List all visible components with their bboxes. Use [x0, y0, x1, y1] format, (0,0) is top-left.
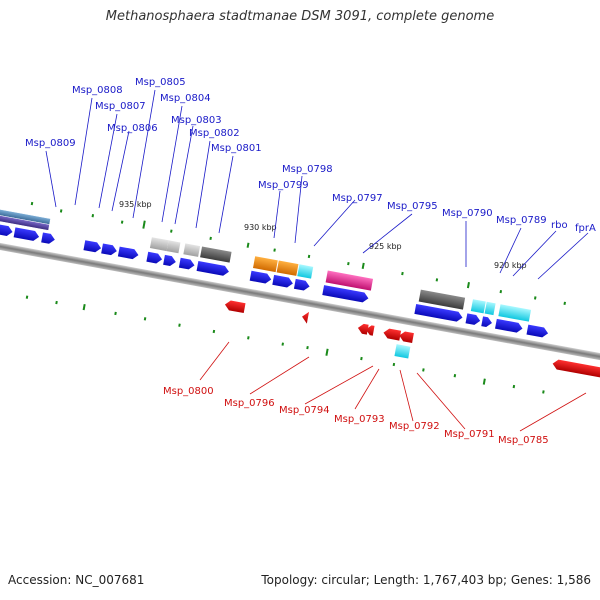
- gene-label: Msp_0797: [332, 193, 383, 204]
- gene-arrow: [414, 304, 463, 322]
- feature-bar: [149, 237, 169, 252]
- gene-arrow-reverse: [365, 325, 375, 336]
- gene-label: Msp_0795: [387, 201, 438, 212]
- gene-arrow: [146, 251, 163, 264]
- gene-arrow-reverse: [357, 323, 369, 335]
- gene-arrow: [481, 316, 492, 328]
- gene-label: rbo: [551, 220, 568, 231]
- gene-arrow: [322, 285, 369, 303]
- gene-label: Msp_0801: [211, 143, 262, 154]
- gene-arrow: [117, 246, 139, 260]
- upper-gene-labels: Msp_0809 Msp_0808 Msp_0807 Msp_0806 Msp_…: [25, 77, 596, 234]
- gene-arrow: [0, 222, 13, 237]
- gene-arrow: [13, 227, 40, 241]
- gene-label: Msp_0803: [171, 115, 222, 126]
- gene-label: Msp_0793: [334, 414, 385, 425]
- gene-arrow: [83, 240, 102, 253]
- gene-arrow: [272, 274, 293, 288]
- gene-arrow-reverse: [302, 311, 310, 324]
- feature-bar: [394, 344, 411, 359]
- gene-label: Msp_0794: [279, 405, 330, 416]
- feature-bar: [253, 256, 278, 273]
- upper-leader-lines: [45, 89, 589, 280]
- feature-bar: [418, 289, 466, 310]
- gene-arrow: [178, 257, 195, 270]
- lower-features: [25, 295, 600, 394]
- lower-gene-labels: Msp_0800 Msp_0796 Msp_0794 Msp_0793 Msp_…: [163, 386, 549, 446]
- gene-arrow: [526, 324, 549, 338]
- gene-label: Msp_0789: [496, 215, 547, 226]
- gene-label: Msp_0807: [95, 101, 146, 112]
- feature-bar: [200, 246, 232, 263]
- gene-label: Msp_0808: [72, 85, 123, 96]
- reverse-genes: [224, 300, 600, 380]
- lower-leader-lines: [199, 341, 587, 432]
- scale-label: 930 kbp: [244, 223, 277, 232]
- gene-arrow: [495, 318, 523, 333]
- gene-arrow: [465, 313, 481, 325]
- genome-title: Methanosphaera stadtmanae DSM 3091, comp…: [105, 9, 495, 24]
- genome-stats: Topology: circular; Length: 1,767,403 bp…: [261, 573, 591, 587]
- upper-features: [0, 201, 566, 338]
- feature-bar: [325, 270, 374, 291]
- gene-label: Msp_0785: [498, 435, 549, 446]
- gene-label: Msp_0806: [107, 123, 158, 134]
- gene-label: Msp_0799: [258, 180, 309, 191]
- gene-arrow: [101, 243, 117, 256]
- gene-arrow: [196, 261, 229, 276]
- feature-bar: [0, 209, 50, 231]
- gene-label: fprA: [575, 223, 596, 234]
- feature-bar: [498, 304, 532, 322]
- gene-arrow-reverse: [383, 328, 402, 341]
- gene-arrow: [163, 254, 176, 266]
- feature-bar: [470, 299, 486, 314]
- gene-label: Msp_0804: [160, 93, 211, 104]
- gene-label: Msp_0802: [189, 128, 240, 139]
- gene-arrow: [249, 270, 272, 284]
- gene-label: Msp_0796: [224, 398, 275, 409]
- gene-label: Msp_0791: [444, 429, 495, 440]
- gene-label: Msp_0800: [163, 386, 214, 397]
- gene-label: Msp_0809: [25, 138, 76, 149]
- scale-label: 920 kbp: [494, 261, 527, 270]
- scale-label: 925 kbp: [369, 242, 402, 251]
- gene-arrow-reverse: [224, 300, 246, 314]
- accession-label: Accession: NC_007681: [8, 573, 145, 587]
- gene-label: Msp_0792: [389, 421, 440, 432]
- feature-bar: [276, 260, 299, 276]
- lower-ticks: [25, 295, 545, 394]
- gene-label: Msp_0798: [282, 164, 333, 175]
- feature-bar: [183, 243, 201, 257]
- feature-bar: [484, 301, 496, 316]
- gene-arrow-reverse: [399, 331, 414, 343]
- gene-arrow-reverse: [552, 359, 600, 380]
- gene-arrow: [293, 278, 310, 291]
- upper-ticks: [30, 201, 566, 306]
- gene-label: Msp_0805: [135, 77, 186, 88]
- gene-arrow: [41, 232, 55, 244]
- feature-bars: [0, 203, 532, 322]
- feature-bar: [166, 240, 181, 254]
- forward-genes: [0, 222, 549, 338]
- backbone: [0, 233, 600, 370]
- gene-label: Msp_0790: [442, 208, 493, 219]
- feature-bar: [297, 264, 314, 279]
